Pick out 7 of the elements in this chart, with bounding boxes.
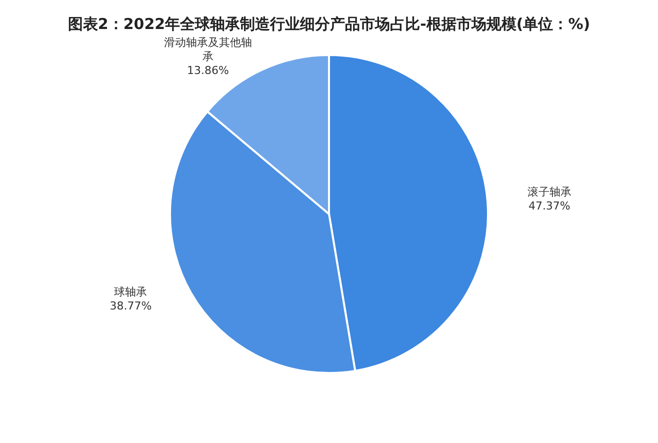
data-label: 38.77% (110, 300, 152, 313)
slice-label: 滑动轴承及其他轴承 (164, 36, 252, 63)
chart-title: 图表2：2022年全球轴承制造行业细分产品市场占比-根据市场规模(单位：%) (66, 14, 592, 34)
slice-label: 滚子轴承 (527, 186, 572, 199)
data-label: 47.37% (528, 200, 570, 213)
data-label: 13.86% (187, 64, 230, 77)
slice-label: 球轴承 (114, 286, 148, 299)
